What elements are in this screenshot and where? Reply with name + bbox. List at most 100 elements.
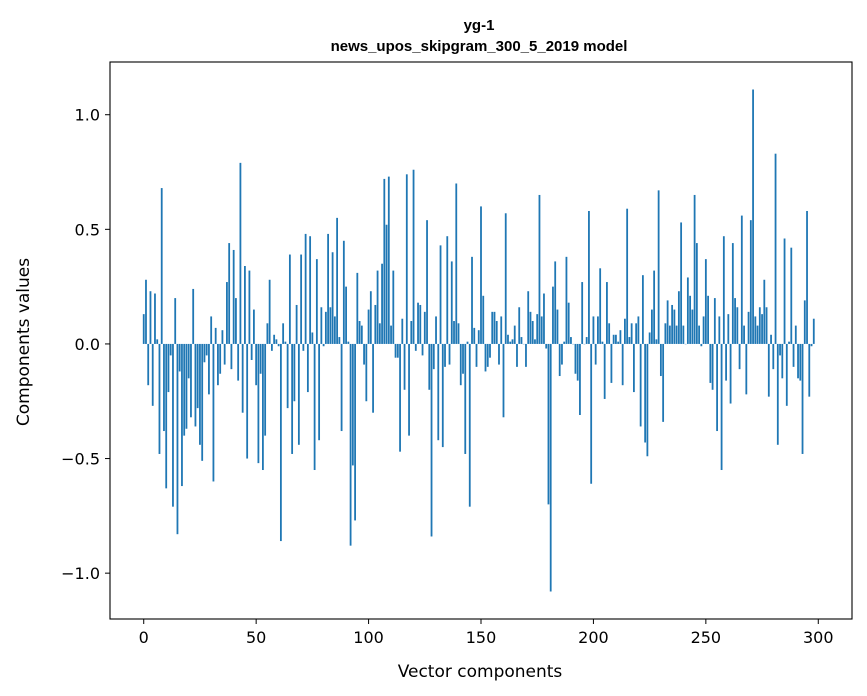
- bar-215: [626, 208, 629, 344]
- bar-212: [619, 330, 622, 344]
- bar-258: [722, 236, 725, 344]
- bar-89: [342, 240, 345, 344]
- bar-287: [788, 341, 790, 344]
- x-axis-ticks: 0 50 100 150 200 250 300: [139, 619, 834, 647]
- bar-51: [257, 343, 260, 464]
- y-tick-label: 1.0: [75, 106, 100, 125]
- bar-28: [205, 343, 208, 356]
- bar-218: [633, 343, 635, 393]
- bar-47: [248, 270, 251, 344]
- bar-263: [734, 298, 736, 344]
- chart-title: yg-1: [464, 17, 495, 34]
- bar-92: [349, 343, 352, 546]
- bar-269: [747, 311, 750, 344]
- bar-106: [381, 263, 383, 344]
- bar-264: [736, 307, 739, 344]
- bar-243: [689, 295, 692, 344]
- bar-292: [799, 343, 802, 381]
- bar-110: [390, 325, 392, 344]
- plot-frame: [109, 61, 853, 620]
- x-tick-label: 300: [803, 628, 834, 647]
- bar-189: [567, 302, 570, 344]
- bar-293: [801, 343, 804, 454]
- bar-96: [358, 321, 361, 344]
- bar-187: [563, 341, 566, 344]
- bar-254: [713, 298, 716, 344]
- bar-50: [255, 343, 258, 386]
- bar-208: [610, 343, 613, 383]
- bar-29: [208, 343, 210, 395]
- bar-239: [680, 222, 683, 344]
- bar-154: [489, 343, 491, 358]
- bar-248: [700, 343, 703, 347]
- bar-295: [806, 210, 808, 344]
- bar-22: [192, 288, 195, 344]
- bar-183: [554, 261, 557, 344]
- bar-112: [394, 343, 397, 358]
- bar-20: [187, 343, 190, 379]
- bar-98: [363, 343, 365, 365]
- bar-227: [653, 270, 656, 344]
- bar-26: [201, 343, 204, 461]
- bar-91: [347, 341, 350, 344]
- bar-152: [484, 343, 487, 372]
- bar-117: [405, 174, 408, 344]
- bar-180: [547, 343, 550, 505]
- bar-85: [333, 316, 336, 344]
- bar-137: [450, 261, 453, 344]
- bar-201: [594, 343, 597, 365]
- bar-148: [475, 343, 478, 367]
- bar-3: [149, 291, 152, 344]
- y-tick-label: 0.5: [75, 220, 100, 239]
- bar-210: [615, 334, 617, 344]
- bar-280: [772, 343, 775, 370]
- bar-209: [612, 334, 615, 344]
- bar-76: [313, 343, 316, 471]
- bar-195: [581, 282, 584, 344]
- y-tick-label: −1.0: [61, 564, 100, 583]
- bar-68: [295, 304, 298, 344]
- bar-65: [288, 254, 291, 344]
- bar-38: [228, 243, 231, 344]
- bar-35: [221, 330, 224, 344]
- bar-259: [725, 343, 727, 381]
- bar-23: [194, 343, 197, 427]
- bar-177: [540, 316, 543, 344]
- bar-279: [770, 334, 772, 344]
- bar-265: [738, 343, 741, 370]
- bar-27: [203, 343, 206, 363]
- bar-8: [160, 188, 163, 344]
- y-axis-label: Components values: [14, 258, 34, 426]
- bar-21: [190, 343, 192, 418]
- bar-109: [387, 176, 390, 344]
- bar-167: [518, 307, 521, 344]
- bar-24: [196, 343, 199, 409]
- bar-37: [226, 282, 228, 344]
- bar-13: [172, 343, 174, 507]
- bar-17: [181, 343, 183, 487]
- bar-153: [486, 343, 489, 367]
- bar-139: [455, 183, 458, 344]
- bar-2: [147, 343, 150, 386]
- bar-88: [340, 343, 343, 432]
- bar-103: [374, 304, 377, 344]
- bar-39: [230, 343, 233, 370]
- bar-223: [644, 343, 647, 443]
- x-tick-label: 200: [578, 628, 609, 647]
- bar-297: [810, 343, 813, 347]
- bar-260: [727, 314, 730, 344]
- bar-80: [322, 343, 325, 347]
- bar-245: [693, 194, 696, 344]
- bar-5: [154, 293, 156, 344]
- bar-149: [477, 330, 480, 344]
- bar-251: [707, 295, 709, 344]
- bar-129: [432, 343, 435, 370]
- bar-179: [545, 343, 548, 349]
- bar-94: [354, 343, 356, 521]
- bar-157: [495, 321, 498, 344]
- bar-277: [765, 307, 768, 344]
- bar-63: [284, 341, 287, 344]
- bar-147: [473, 327, 476, 344]
- bar-217: [630, 323, 633, 344]
- bar-128: [430, 343, 433, 537]
